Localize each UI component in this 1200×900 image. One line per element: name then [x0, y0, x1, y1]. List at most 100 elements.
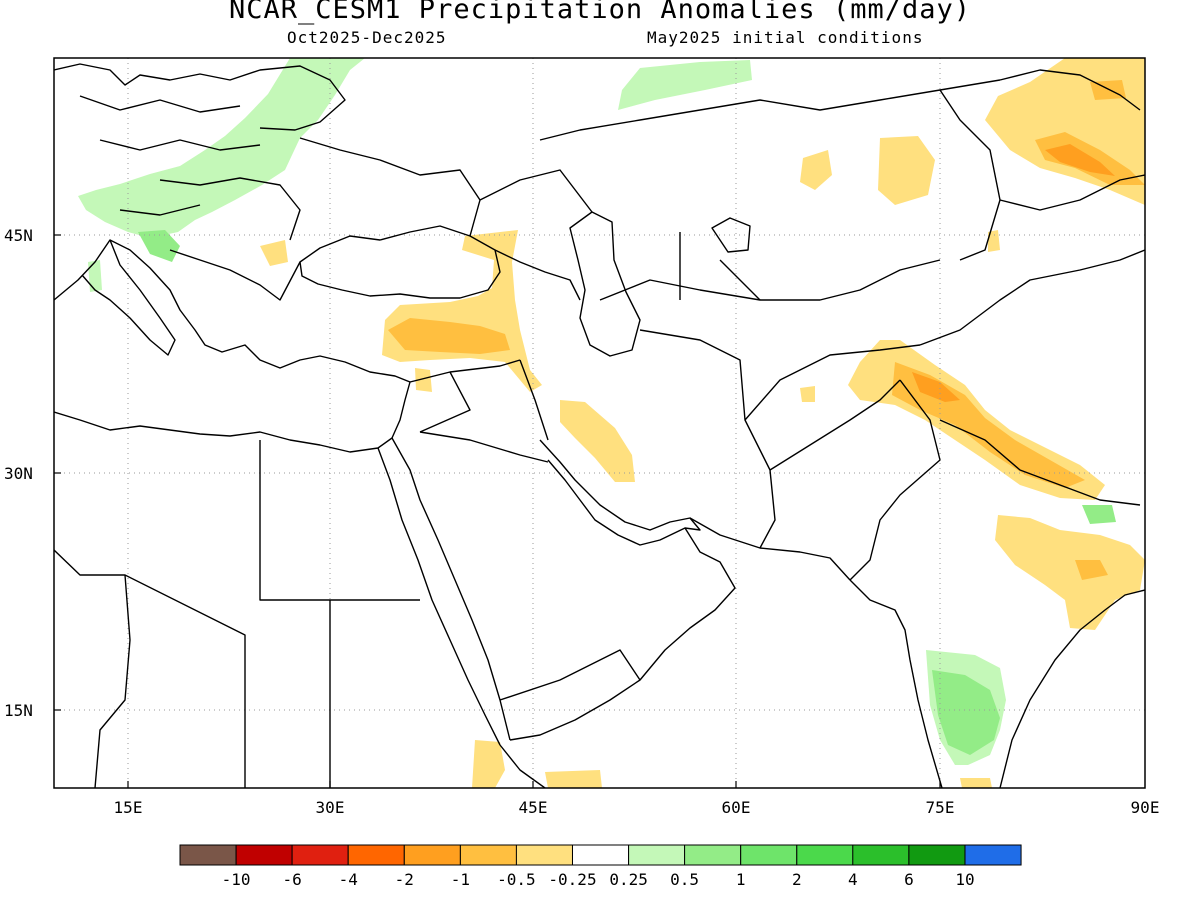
border-afghan-pak	[769, 379, 901, 471]
colorbar-label: 4	[848, 870, 858, 889]
gridlines	[54, 58, 1145, 788]
wet-anomaly-italy	[88, 260, 102, 292]
border-saudi-yemen	[499, 649, 641, 701]
colorbar-swatch	[459, 844, 517, 866]
colorbar-label: 1	[736, 870, 746, 889]
lon-labels: 15E 30E 45E 60E 75E 90E	[114, 798, 1160, 817]
tick-marks	[54, 234, 941, 788]
colorbar-swatch	[964, 844, 1022, 866]
lon-label-90e: 90E	[1131, 798, 1160, 817]
border-africa-libya-egypt	[259, 440, 420, 601]
border-kazakh-china	[939, 89, 1001, 261]
colorbar-label: 10	[955, 870, 974, 889]
colorbar-label: -10	[222, 870, 251, 889]
map-plot-area	[54, 58, 1145, 788]
border-turkey-syria	[409, 359, 521, 383]
lon-label-30e: 30E	[316, 798, 345, 817]
colorbar-swatch	[740, 844, 798, 866]
colorbar-swatch	[684, 844, 742, 866]
initial-conditions: May2025 initial conditions	[647, 28, 924, 47]
border-afghanistan	[744, 344, 921, 421]
coastline-persian-gulf	[539, 439, 701, 546]
coastline-india-east	[999, 589, 1145, 788]
colorbar-swatch	[235, 844, 293, 866]
coastline-red-sea-east	[391, 437, 511, 741]
coastline-makran	[689, 517, 851, 581]
map-frame	[53, 57, 1146, 789]
border-mongolia	[999, 69, 1145, 211]
colorbar-label: -0.5	[497, 870, 536, 889]
colorbar-swatch	[628, 844, 686, 866]
border-iran-east	[639, 329, 776, 549]
border-europe-1	[79, 95, 261, 151]
lat-label-30n: 30N	[4, 464, 33, 483]
border-kazakh-north	[539, 79, 1001, 141]
lon-label-60e: 60E	[722, 798, 751, 817]
colorbar-swatch	[515, 844, 573, 866]
dry-anomaly-yemen	[472, 740, 505, 788]
coastline-india-west	[849, 579, 943, 788]
lat-labels: 45N 30N 15N	[4, 226, 33, 720]
colorbar-swatch	[179, 844, 237, 866]
dry-anomaly-sw-india	[960, 778, 992, 788]
border-china-west	[919, 249, 1145, 346]
colorbar-swatch	[403, 844, 461, 866]
colorbar-swatch	[852, 844, 910, 866]
wet-anomaly-adriatic	[138, 230, 180, 262]
wet-anomaly-central-asia	[618, 60, 752, 110]
border-russia-kazakh	[479, 169, 593, 213]
colorbar-label: 6	[904, 870, 914, 889]
lon-label-15e: 15E	[114, 798, 143, 817]
coastline-mediterranean-north	[54, 239, 411, 383]
coastline-arabia-south	[509, 527, 736, 741]
border-ukraine-russia	[299, 137, 481, 237]
colorbar-label: -4	[339, 870, 358, 889]
dry-anomaly-kazakh-1	[800, 150, 832, 190]
border-india-nepal	[939, 419, 1141, 506]
lat-label-15n: 15N	[4, 701, 33, 720]
colorbar-swatch	[291, 844, 349, 866]
dry-anomaly-syria	[415, 368, 432, 392]
wet-anomaly-nepal	[1082, 505, 1116, 524]
colorbar: -10 -6 -4 -2 -1 -0.5 -0.25 0.25 0.5 1 2 4 6 10	[179, 844, 1022, 889]
border-saudi-north	[419, 431, 549, 463]
dry-anomaly-east-india	[995, 515, 1145, 630]
coastline-italy	[81, 239, 176, 356]
dry-anomaly-kazakh-2	[878, 136, 935, 205]
border-africa-west	[94, 574, 131, 788]
colorbar-label: -1	[451, 870, 470, 889]
wet-anomaly-europe	[78, 58, 365, 238]
coastline-black-sea	[299, 225, 501, 299]
border-syria-iraq	[419, 371, 471, 433]
lon-label-75e: 75E	[926, 798, 955, 817]
dry-anomaly-turkey-core	[388, 318, 510, 354]
dry-anomaly-east-india-core	[1075, 560, 1108, 580]
dry-anomaly-somalia	[545, 770, 602, 788]
coastline-red-sea-west	[377, 447, 501, 746]
lon-label-45e: 45E	[519, 798, 548, 817]
border-turkmen-uzbek	[679, 232, 761, 301]
colorbar-label: -0.25	[548, 870, 596, 889]
border-caucasus	[494, 249, 581, 301]
border-europe-2	[119, 177, 301, 241]
colorbar-swatch	[572, 844, 630, 866]
colorbar-swatch	[908, 844, 966, 866]
lat-label-45n: 45N	[4, 226, 33, 245]
border-iraq-iran	[519, 359, 549, 441]
coastline-caspian	[569, 211, 641, 357]
colorbar-label: -2	[395, 870, 414, 889]
dry-anomaly-himalaya-strong	[912, 372, 960, 402]
colorbar-swatch	[796, 844, 854, 866]
anomaly-shading	[78, 58, 1145, 788]
dry-anomaly-iraq	[560, 400, 635, 482]
dry-anomaly-kazakh-3	[988, 230, 1000, 252]
wet-anomaly-south-india-core	[932, 670, 1000, 755]
border-balkans	[169, 249, 301, 301]
border-kazakh-south	[599, 259, 941, 301]
border-pak-india	[849, 379, 941, 581]
dry-anomaly-mongolia-strong	[1045, 144, 1115, 176]
dry-anomaly-black-sea-w	[260, 240, 288, 266]
colorbar-label: 0.5	[670, 870, 699, 889]
coastline-horn	[499, 744, 546, 788]
